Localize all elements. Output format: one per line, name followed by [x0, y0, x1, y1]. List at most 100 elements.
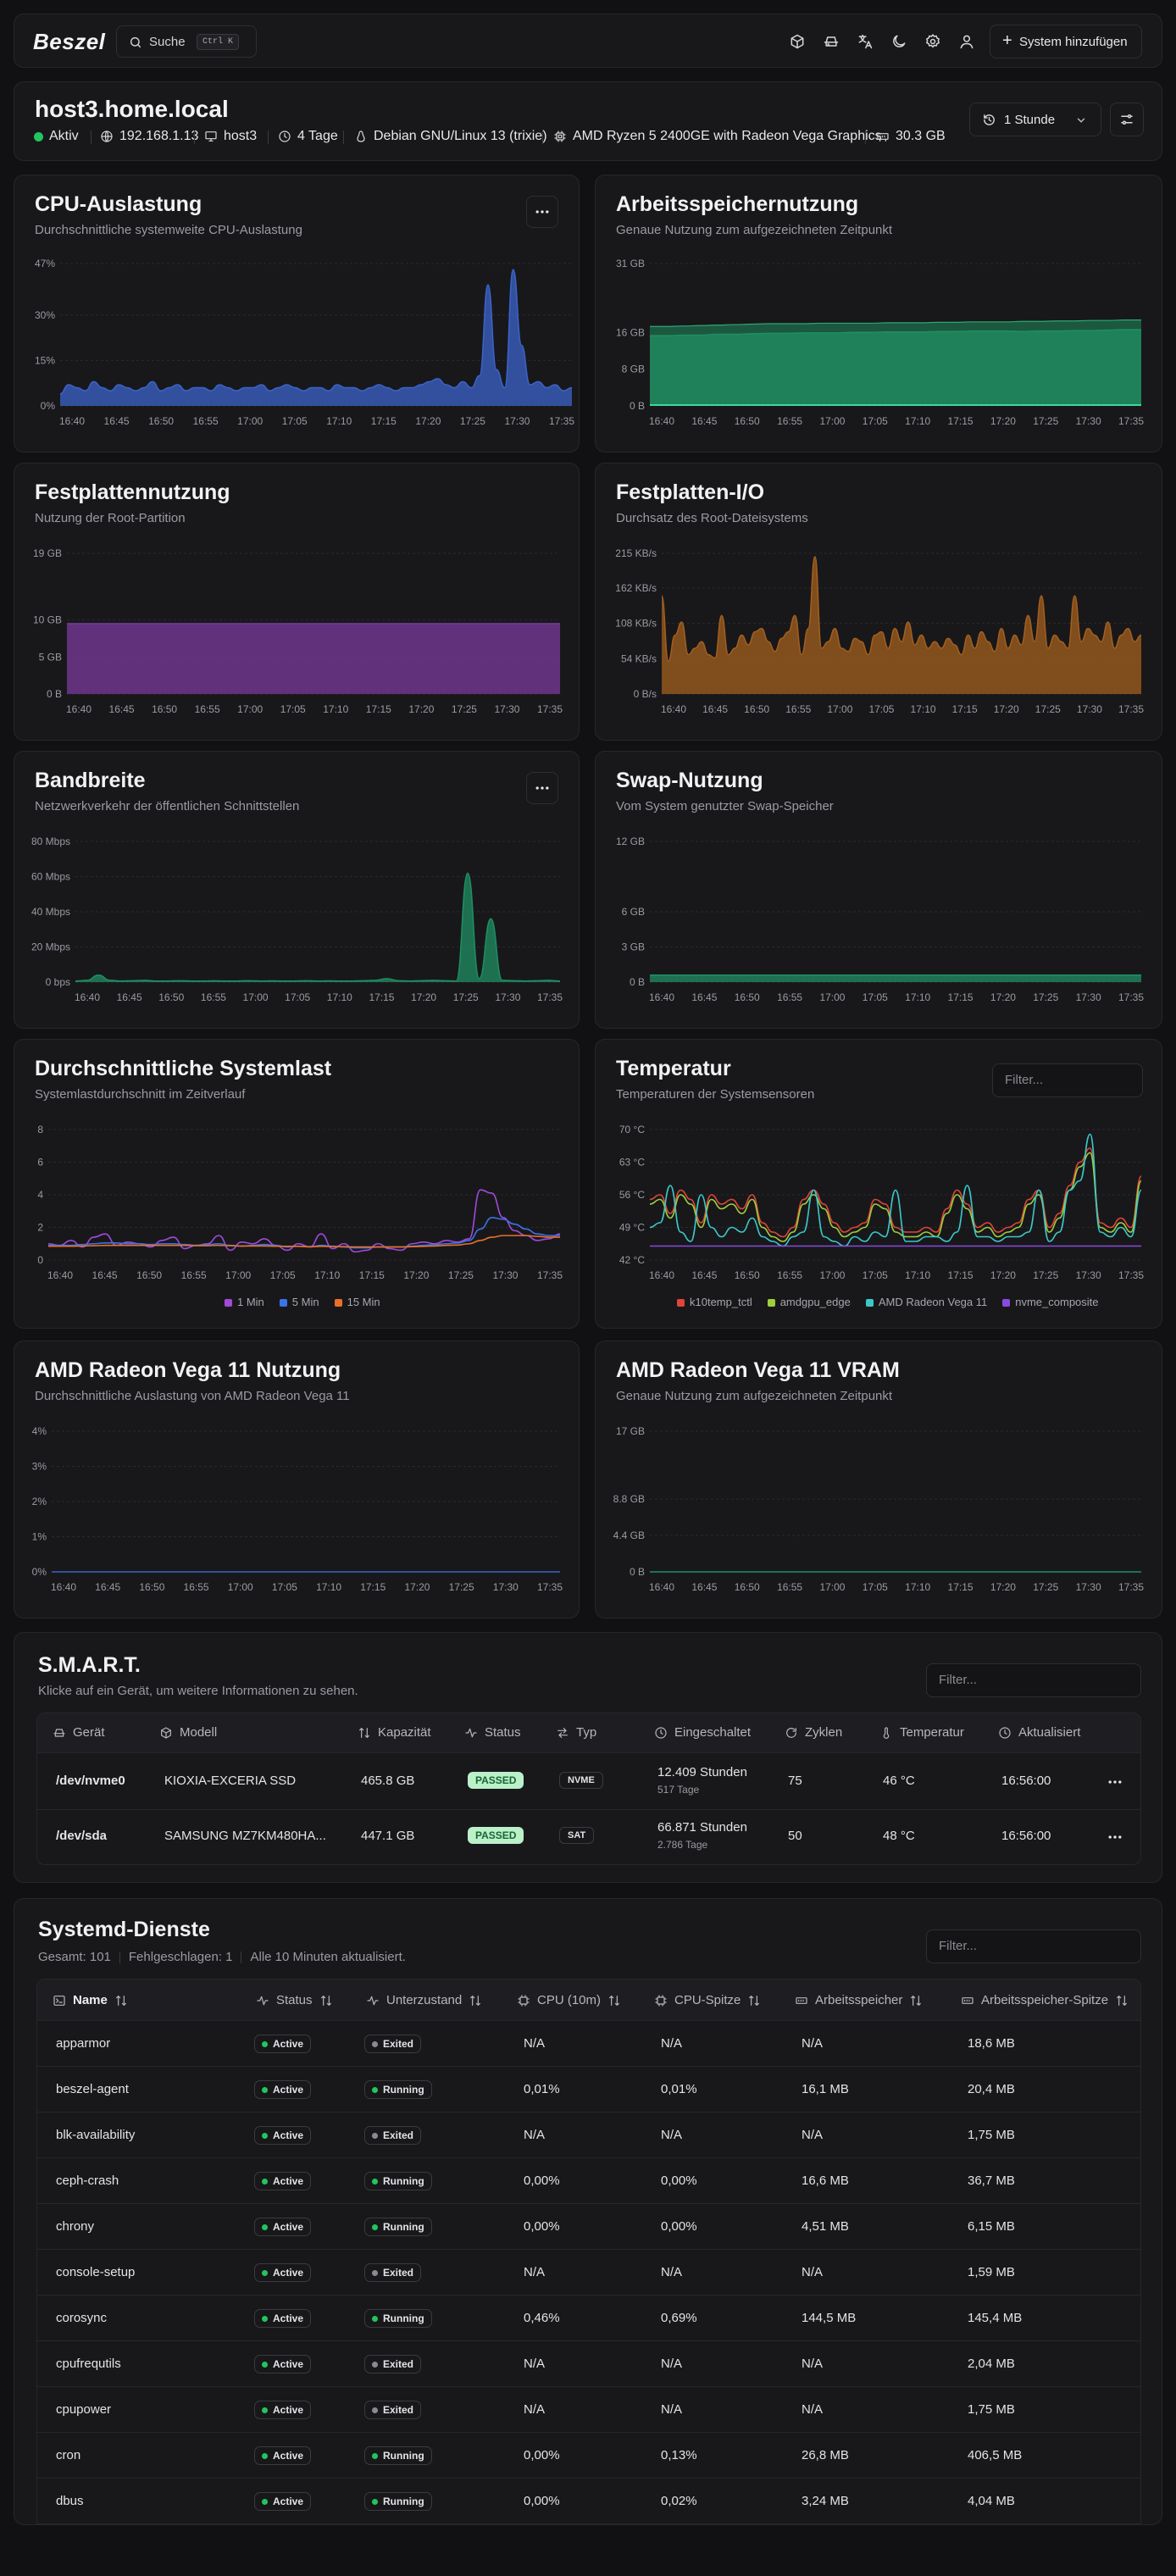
column-header-capacity[interactable]: Kapazität: [358, 1725, 431, 1740]
x-tick-label: 17:15: [948, 1269, 974, 1281]
column-header-model[interactable]: Modell: [159, 1725, 217, 1740]
x-tick-label: 16:40: [649, 1581, 674, 1593]
legend-item[interactable]: amdgpu_edge: [767, 1296, 851, 1308]
containers-button[interactable]: [782, 26, 813, 57]
column-header-status[interactable]: Status: [464, 1725, 521, 1740]
table-row[interactable]: cpupower N/A N/A N/A 1,75 MB Active Exited: [37, 2387, 1140, 2433]
app-logo[interactable]: Beszel: [33, 29, 106, 54]
legend-item[interactable]: 5 Min: [279, 1296, 319, 1308]
cpu-usage-chart[interactable]: 0% 15% 30% 47% 16:40 16:45 16:50 16:55 17:00 17:0…: [14, 175, 580, 453]
x-tick-label: 17:25: [1035, 703, 1061, 715]
y-tick-label: 54 KB/s: [621, 652, 657, 664]
memory-cell: N/A: [802, 2128, 824, 2142]
bandwidth-chart[interactable]: 0 bps 20 Mbps 40 Mbps 60 Mbps 80 Mbps 16:40 16…: [14, 752, 580, 1030]
substate-badge: Exited: [364, 2126, 422, 2145]
table-row[interactable]: ceph-crash 0,00% 0,00% 16,6 MB 36,7 MB Active…: [37, 2158, 1140, 2204]
column-label: Zyklen: [805, 1725, 843, 1740]
column-header-cpu[interactable]: CPU (10m): [517, 1993, 621, 2007]
x-tick-label: 16:40: [661, 703, 686, 715]
sort-icon: [115, 1995, 126, 2006]
column-header-memory-peak[interactable]: Arbeitsspeicher-Spitze: [961, 1993, 1129, 2007]
rotate-icon: [786, 1727, 796, 1738]
row-actions-icon[interactable]: [1107, 1829, 1123, 1846]
theme-toggle-button[interactable]: [884, 26, 914, 57]
table-row[interactable]: /dev/sda SAMSUNG MZ7KM480HA... 447.1 GB …: [37, 1810, 1140, 1864]
chart-settings-button[interactable]: [1110, 103, 1144, 136]
row-actions-icon[interactable]: [1107, 1774, 1123, 1790]
time-range-select[interactable]: 1 Stunde: [969, 103, 1101, 136]
column-header-memory[interactable]: Arbeitsspeicher: [795, 1993, 923, 2007]
divider: [119, 1951, 120, 1963]
user-menu-button[interactable]: [951, 26, 982, 57]
table-row[interactable]: cpufrequtils N/A N/A N/A 2,04 MB Active Exited: [37, 2341, 1140, 2387]
chart-legend: 1 Min 5 Min 15 Min: [225, 1296, 380, 1308]
search-button[interactable]: Suche Ctrl K: [116, 25, 257, 58]
column-header-updated[interactable]: Aktualisiert: [998, 1725, 1080, 1740]
table-row[interactable]: beszel-agent 0,01% 0,01% 16,1 MB 20,4 MB Acti…: [37, 2067, 1140, 2112]
memory-peak-cell: 18,6 MB: [968, 2036, 1015, 2051]
column-header-cycles[interactable]: Zyklen: [785, 1725, 842, 1740]
table-row[interactable]: apparmor N/A N/A N/A 18,6 MB Active Exited: [37, 2021, 1140, 2067]
column-header-type[interactable]: Typ: [556, 1725, 596, 1740]
gpu-usage-card: AMD Radeon Vega 11 Nutzung Durchschnittl…: [14, 1341, 580, 1618]
settings-button[interactable]: [918, 26, 948, 57]
table-row[interactable]: blk-availability N/A N/A N/A 1,75 MB Active Ex…: [37, 2112, 1140, 2158]
disks-button[interactable]: [816, 26, 846, 57]
language-button[interactable]: [850, 26, 880, 57]
chart-options-button[interactable]: [526, 772, 558, 804]
table-row[interactable]: dbus 0,00% 0,02% 3,24 MB 4,04 MB Active Runnin…: [37, 2479, 1140, 2524]
column-header-temperature[interactable]: Temperatur: [879, 1725, 964, 1740]
gear-icon: [926, 34, 940, 48]
smart-filter-input[interactable]: Filter...: [926, 1663, 1141, 1697]
status-badge: Active: [254, 2218, 312, 2236]
memory-usage-chart[interactable]: 0 B 8 GB 16 GB 31 GB 16:40 16:45 16:50 16:55 17:…: [596, 175, 1163, 453]
column-header-power-on[interactable]: Eingeschaltet: [654, 1725, 751, 1740]
series-line: [661, 556, 1142, 663]
column-header-cpu-peak[interactable]: CPU-Spitze: [654, 1993, 761, 2007]
disk-io-chart[interactable]: 0 B/s 54 KB/s 108 KB/s 162 KB/s 215 KB/s 16:4…: [596, 464, 1163, 741]
row-divider: [37, 2523, 1140, 2524]
column-header-status[interactable]: Status: [256, 1993, 333, 2007]
table-row[interactable]: console-setup N/A N/A N/A 1,59 MB Active Exite…: [37, 2250, 1140, 2296]
y-tick-label: 6 GB: [622, 906, 645, 918]
add-system-button[interactable]: + System hinzufügen: [990, 25, 1142, 58]
legend-item[interactable]: nvme_composite: [1002, 1296, 1099, 1308]
x-tick-label: 16:50: [139, 1581, 164, 1593]
cycles-cell: 50: [788, 1829, 802, 1843]
x-tick-label: 17:35: [1118, 1269, 1144, 1281]
y-tick-label: 6: [37, 1157, 43, 1169]
legend-item[interactable]: 15 Min: [334, 1296, 380, 1308]
ip-address[interactable]: 192.168.1.13: [100, 129, 198, 144]
memory-icon: [962, 1996, 974, 2004]
table-row[interactable]: /dev/nvme0 KIOXIA-EXCERIA SSD 465.8 GB P…: [37, 1753, 1140, 1809]
systemd-filter-input[interactable]: Filter...: [926, 1929, 1141, 1963]
y-tick-label: 0 B: [630, 976, 645, 988]
legend-item[interactable]: 1 Min: [225, 1296, 264, 1308]
column-header-name[interactable]: Name: [53, 1993, 128, 2007]
column-header-substate[interactable]: Unterzustand: [366, 1993, 482, 2007]
swap-usage-chart[interactable]: 0 B 3 GB 6 GB 12 GB 16:40 16:45 16:50 16:55 17:0…: [596, 752, 1163, 1030]
gpu-vram-chart[interactable]: 0 B 4.4 GB 8.8 GB 17 GB 16:40 16:45 16:50 16:55…: [596, 1341, 1163, 1619]
legend-item[interactable]: k10temp_tctl: [677, 1296, 752, 1308]
system-load-chart[interactable]: 0 2 4 6 8 16:40 16:45 16:50 16:55 17:00 17:05 17:10…: [14, 1040, 580, 1330]
x-tick-label: 17:05: [863, 415, 888, 427]
divider: [865, 130, 866, 144]
gpu-usage-chart[interactable]: 0% 1% 2% 3% 4% 16:40 16:45 16:50 16:55 17:00 17:05…: [14, 1341, 580, 1619]
x-tick-label: 17:25: [453, 991, 479, 1003]
substate-label: Exited: [383, 2129, 414, 2141]
table-row[interactable]: corosync 0,46% 0,69% 144,5 MB 145,4 MB Active…: [37, 2296, 1140, 2341]
disk-usage-chart[interactable]: 0 B 5 GB 10 GB 19 GB 16:40 16:45 16:50 16:55 17:…: [14, 464, 580, 741]
temperature-filter-input[interactable]: Filter...: [992, 1063, 1143, 1097]
power-on-hours-cell: 12.409 Stunden: [657, 1765, 747, 1779]
column-header-device[interactable]: Gerät: [53, 1725, 105, 1740]
memory-peak-cell: 6,15 MB: [968, 2219, 1015, 2234]
table-row[interactable]: cron 0,00% 0,13% 26,8 MB 406,5 MB Active Runni…: [37, 2433, 1140, 2479]
table-row[interactable]: chrony 0,00% 0,00% 4,51 MB 6,15 MB Active Runn…: [37, 2204, 1140, 2250]
row-divider: [37, 1809, 1140, 1810]
chart-options-button[interactable]: [526, 196, 558, 228]
x-tick-label: 17:20: [415, 415, 441, 427]
legend-item[interactable]: AMD Radeon Vega 11: [865, 1296, 987, 1308]
column-label: Arbeitsspeicher: [815, 1993, 903, 2007]
substate-label: Running: [383, 2221, 424, 2233]
temperature-chart[interactable]: 42 °C 49 °C 56 °C 63 °C 70 °C 16:40 16:45 16:50…: [596, 1040, 1163, 1330]
